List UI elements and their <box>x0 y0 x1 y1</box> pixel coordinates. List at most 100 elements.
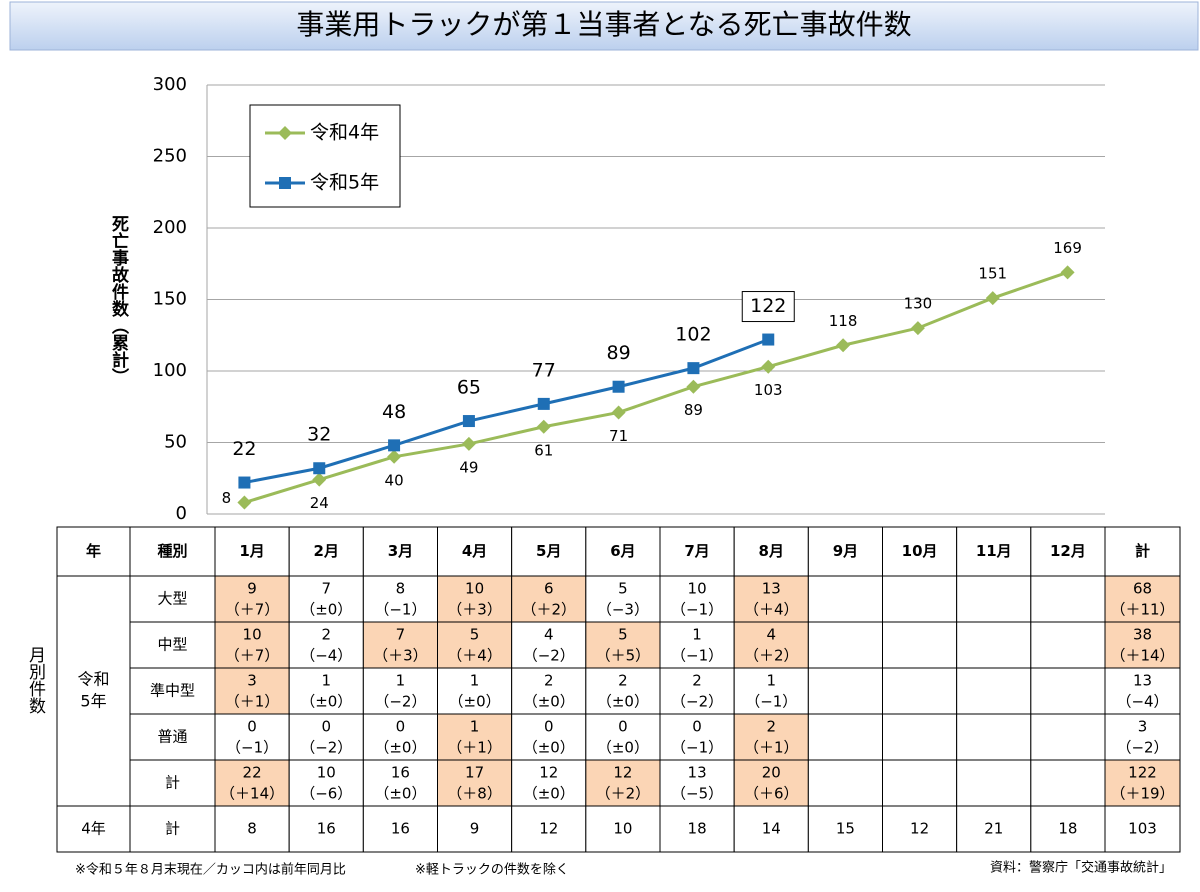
cell-value: 5 <box>618 580 628 598</box>
cell-diff: （＋2） <box>744 647 799 665</box>
table-cell <box>659 713 735 761</box>
type-label: 大型 <box>157 590 187 608</box>
cell-value: 0 <box>544 718 554 736</box>
cell-diff: （＋7） <box>225 601 280 619</box>
header-label: 6月 <box>610 542 635 560</box>
table-cell <box>288 713 364 761</box>
table-cell <box>956 575 1032 623</box>
point <box>279 177 291 189</box>
cell-value: 2 <box>766 718 776 736</box>
table-cell <box>659 759 735 807</box>
table-cell <box>214 713 290 761</box>
cell-value: 12 <box>613 764 632 782</box>
cell-diff: （−4） <box>1116 693 1168 711</box>
header-label: 種別 <box>157 542 187 560</box>
cell-value: 12 <box>539 764 558 782</box>
cell-value: 2 <box>544 672 554 690</box>
table-cell <box>882 575 958 623</box>
table-cell <box>585 575 661 623</box>
cell-diff: （−1） <box>745 693 797 711</box>
data-label: 89 <box>606 342 630 364</box>
cell-value: 計 <box>165 820 180 838</box>
header-label: 9月 <box>833 542 858 560</box>
header-label: 10月 <box>902 542 938 560</box>
table-cell <box>882 713 958 761</box>
cell-diff: （−1） <box>374 601 426 619</box>
table-cell <box>956 667 1032 715</box>
label-box <box>741 291 795 323</box>
type-cell <box>129 759 216 807</box>
data-label: 24 <box>310 494 329 512</box>
cell-diff: （−2） <box>300 739 352 757</box>
cell-diff: （＋1） <box>447 739 502 757</box>
table-cell <box>807 713 883 761</box>
point <box>537 397 550 410</box>
cell-value: 0 <box>618 718 628 736</box>
cell-value: 10 <box>317 764 336 782</box>
cell-diff: （＋4） <box>744 601 799 619</box>
cell-value: 13 <box>688 764 707 782</box>
cell-value: 9 <box>247 580 257 598</box>
cell-diff: （＋5） <box>596 647 651 665</box>
point <box>237 495 252 510</box>
cell-diff: （−2） <box>671 693 723 711</box>
cell-value: 0 <box>396 718 406 736</box>
header-label: 年 <box>86 542 101 560</box>
table-cell <box>1104 805 1181 853</box>
cell-value: 68 <box>1133 580 1152 598</box>
cell-diff: （±0） <box>523 693 575 711</box>
header-cell <box>1030 526 1106 577</box>
cell-diff: （＋2） <box>521 601 576 619</box>
cell-diff: （±0） <box>300 601 352 619</box>
y-tick-label: 50 <box>164 432 187 453</box>
y-axis-label: 死亡事故件数（累計） <box>108 215 129 385</box>
data-label: 71 <box>609 427 628 445</box>
cell-value: 1 <box>470 718 480 736</box>
cell-diff: （＋2） <box>596 785 651 803</box>
cell-value: 4年 <box>81 820 106 838</box>
type-label: 普通 <box>157 728 187 746</box>
line <box>244 338 769 485</box>
point <box>762 333 775 346</box>
table-cell <box>362 667 439 715</box>
table-cell <box>1030 621 1106 669</box>
cell-value: 1 <box>470 672 480 690</box>
cell-value: 15 <box>836 820 855 838</box>
legend-label: 令和4年 <box>310 122 379 144</box>
cell-diff: （−1） <box>671 647 723 665</box>
y-tick-label: 200 <box>153 217 187 238</box>
type-label: 準中型 <box>150 682 195 700</box>
cell-value: 5 <box>470 626 480 644</box>
type-label: 計 <box>165 774 180 792</box>
cell-value: 21 <box>984 820 1003 838</box>
cell-value: 10 <box>688 580 707 598</box>
table-cell <box>56 805 131 853</box>
y-tick-label: 250 <box>153 146 187 167</box>
table-cell <box>288 805 364 853</box>
cell-diff: （＋1） <box>225 693 280 711</box>
point <box>387 449 402 464</box>
cell-value: 122 <box>1128 764 1157 782</box>
header-cell <box>56 526 131 577</box>
cell-diff: （−3） <box>597 601 649 619</box>
footnote: ※軽トラックの件数を除く <box>415 863 569 878</box>
cell-diff: （±0） <box>597 739 649 757</box>
data-label: 49 <box>459 458 478 476</box>
table-cell <box>362 759 439 807</box>
cell-value: 103 <box>1128 820 1157 838</box>
point <box>985 291 1000 306</box>
cell-diff: （＋14） <box>1110 647 1174 665</box>
table-cell <box>585 759 661 807</box>
table-cell <box>1104 667 1181 715</box>
cell-value: 10 <box>243 626 262 644</box>
group-label: 5年 <box>80 692 106 711</box>
table-cell <box>129 805 216 853</box>
table-cell <box>659 621 735 669</box>
header-label: 4月 <box>462 542 487 560</box>
header-label: 11月 <box>976 542 1012 560</box>
cell-diff: （±0） <box>523 739 575 757</box>
cell-diff: （＋11） <box>1110 601 1174 619</box>
header-cell <box>511 526 587 577</box>
cell-value: 3 <box>1138 718 1148 736</box>
